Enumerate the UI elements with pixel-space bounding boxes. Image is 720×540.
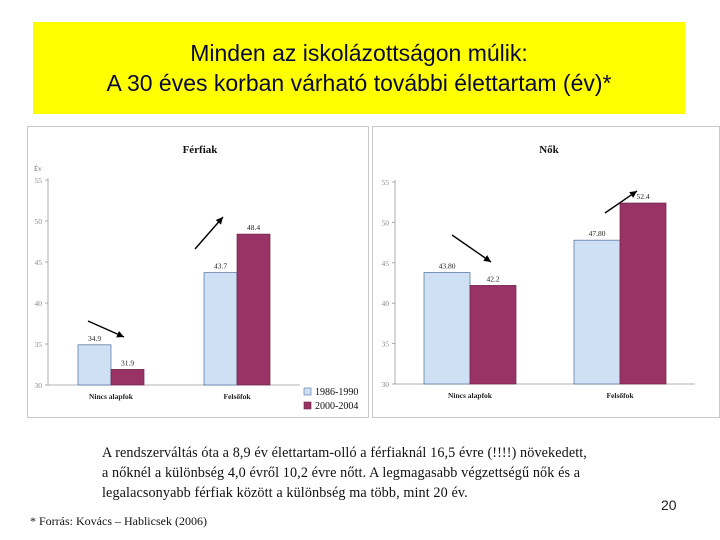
women-bar-2000-2004 xyxy=(469,285,517,385)
chart-women-svg: Nők 30 35 40 45 50 55 43.80 42.2 Nincs alapfok 47.… xyxy=(382,144,695,400)
women-data-label: 47.80 xyxy=(589,229,606,238)
title-line-1: Minden az iskolázottságon múlik: xyxy=(190,40,528,66)
men-legend-label: 2000-2004 xyxy=(315,401,358,412)
women-category-label: Felsőfok xyxy=(606,391,634,400)
women-y-tick-label: 35 xyxy=(382,340,390,349)
caption-line-3: legalacsonyabb férfiak között a különbsé… xyxy=(102,485,468,501)
page-number: 20 xyxy=(661,497,677,513)
women-y-tick-label: 40 xyxy=(382,299,390,308)
men-y-axis-label: Év xyxy=(34,165,42,173)
men-bar-1986-1990 xyxy=(203,272,238,386)
men-y-tick-label: 45 xyxy=(35,258,43,267)
men-arrow-head xyxy=(215,217,223,225)
women-arrow-line xyxy=(451,234,492,263)
men-y-tick-label: 40 xyxy=(35,299,43,308)
men-y-tick-label: 55 xyxy=(35,176,43,185)
men-bar-2000-2004 xyxy=(110,369,145,386)
women-bar-1986-1990 xyxy=(573,239,621,385)
men-arrow-line xyxy=(194,216,224,250)
men-category-label: Felsőfok xyxy=(223,392,251,401)
caption-line-2: a nőknél a különbség 4,0 évről 10,2 évre… xyxy=(102,465,581,481)
men-category-label: Nincs alapfok xyxy=(89,392,134,401)
men-y-tick-label: 30 xyxy=(35,381,43,390)
women-y-tick-label: 55 xyxy=(382,178,390,187)
chart-men-panel: Férfiak Év 30 35 40 45 50 55 34.9 31.9 Nincs alapf… xyxy=(27,126,369,418)
men-chart-title: Férfiak xyxy=(183,144,219,156)
men-legend-swatch xyxy=(303,401,312,410)
men-legend-swatch xyxy=(303,387,312,396)
title-banner: Minden az iskolázottságon múlik: A 30 év… xyxy=(33,22,685,114)
men-bar-1986-1990 xyxy=(77,344,112,386)
women-data-label: 42.2 xyxy=(486,274,499,283)
women-category-label: Nincs alapfok xyxy=(448,391,493,400)
men-arrow-head xyxy=(116,330,124,338)
women-arrow-head xyxy=(629,191,637,198)
women-bar-2000-2004 xyxy=(619,202,667,385)
women-y-tick-label: 50 xyxy=(382,218,390,227)
men-bar-2000-2004 xyxy=(236,233,271,386)
men-data-label: 34.9 xyxy=(88,334,101,343)
title-line-2: A 30 éves korban várható további élettar… xyxy=(106,70,612,96)
women-chart-title: Nők xyxy=(539,144,559,156)
men-y-tick-label: 50 xyxy=(35,217,43,226)
men-legend-label: 1986-1990 xyxy=(315,387,358,398)
caption: A rendszerváltás óta a 8,9 év élettartam… xyxy=(102,443,682,503)
men-data-label: 43.7 xyxy=(214,262,227,271)
women-arrow-head xyxy=(483,255,491,262)
women-bar-1986-1990 xyxy=(423,272,471,385)
source-note: * Forrás: Kovács – Hablicsek (2006) xyxy=(30,514,207,528)
women-data-label: 43.80 xyxy=(439,261,456,270)
men-data-label: 48.4 xyxy=(247,223,260,232)
women-data-label: 52.4 xyxy=(636,192,649,201)
women-y-tick-label: 30 xyxy=(382,380,390,389)
men-y-tick-label: 35 xyxy=(35,340,43,349)
women-y-tick-label: 45 xyxy=(382,259,390,268)
chart-women-panel: Nők 30 35 40 45 50 55 43.80 42.2 Nincs alapfok 47.… xyxy=(372,126,720,418)
chart-men-svg: Férfiak Év 30 35 40 45 50 55 34.9 31.9 Nincs alapf… xyxy=(34,144,358,412)
men-data-label: 31.9 xyxy=(121,358,134,367)
caption-line-1: A rendszerváltás óta a 8,9 év élettartam… xyxy=(102,445,587,461)
